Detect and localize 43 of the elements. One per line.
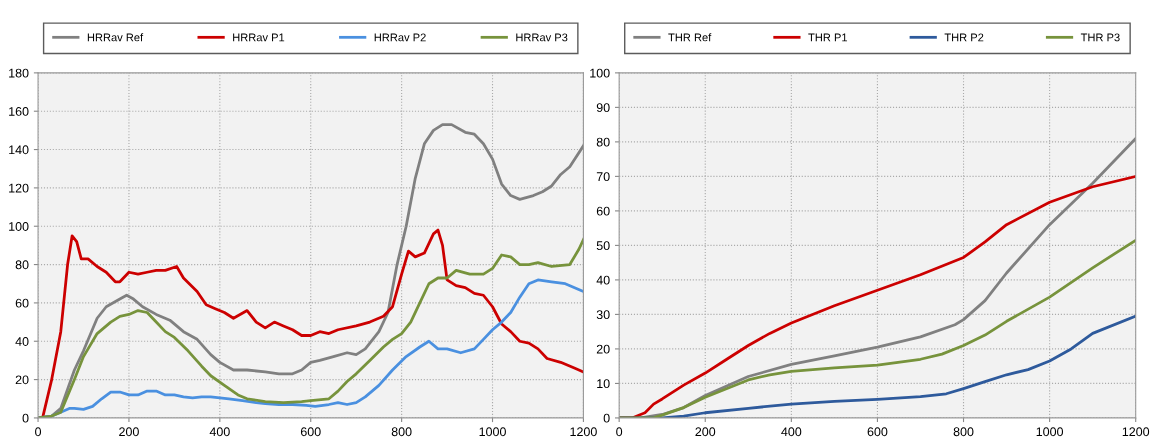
y-tick-label: 140 — [9, 145, 29, 155]
x-tick-label: 1200 — [1122, 427, 1150, 437]
legend-label: HRRav P1 — [233, 33, 285, 42]
legend-label: HRRav P2 — [374, 33, 426, 42]
x-tick-label: 1000 — [1036, 427, 1064, 437]
x-tick-label: 600 — [300, 427, 321, 437]
x-tick-label: 400 — [209, 427, 230, 437]
y-tick-label: 100 — [590, 68, 610, 78]
legend-label: THR P1 — [808, 33, 848, 42]
x-tick-label: 0 — [35, 427, 42, 437]
y-tick-label: 60 — [15, 298, 29, 308]
x-tick-label: 1200 — [570, 427, 597, 437]
y-tick-label: 180 — [9, 68, 29, 78]
y-tick-label: 50 — [596, 241, 610, 251]
x-tick-label: 600 — [867, 427, 888, 437]
x-tick-label: 400 — [781, 427, 802, 437]
x-tick-label: 800 — [953, 427, 974, 437]
x-tick-label: 800 — [391, 427, 412, 437]
y-tick-label: 80 — [596, 137, 610, 147]
y-tick-label: 40 — [15, 337, 29, 346]
legend-label: THR P3 — [1080, 33, 1120, 42]
y-tick-label: 160 — [9, 107, 29, 116]
y-tick-label: 100 — [9, 222, 29, 231]
y-tick-label: 20 — [596, 344, 610, 354]
x-tick-label: 200 — [695, 427, 716, 437]
y-tick-label: 60 — [596, 206, 610, 216]
x-tick-label: 0 — [616, 427, 623, 437]
y-tick-label: 30 — [596, 310, 610, 320]
y-tick-label: 70 — [596, 172, 610, 182]
legend-label: HRRav P3 — [516, 33, 568, 42]
y-tick-label: 0 — [603, 413, 610, 423]
legend-label: THR Ref — [668, 33, 712, 42]
y-tick-label: 40 — [596, 275, 610, 285]
y-tick-label: 120 — [9, 183, 29, 193]
y-tick-label: 20 — [15, 375, 29, 385]
legend-label: HRRav Ref — [87, 33, 144, 42]
y-tick-label: 0 — [22, 413, 29, 423]
x-tick-label: 1000 — [479, 427, 506, 437]
x-tick-label: 200 — [119, 427, 139, 437]
y-tick-label: 80 — [15, 260, 29, 270]
legend-label: THR P2 — [944, 33, 984, 42]
y-tick-label: 90 — [596, 103, 610, 113]
y-tick-label: 10 — [597, 379, 610, 389]
